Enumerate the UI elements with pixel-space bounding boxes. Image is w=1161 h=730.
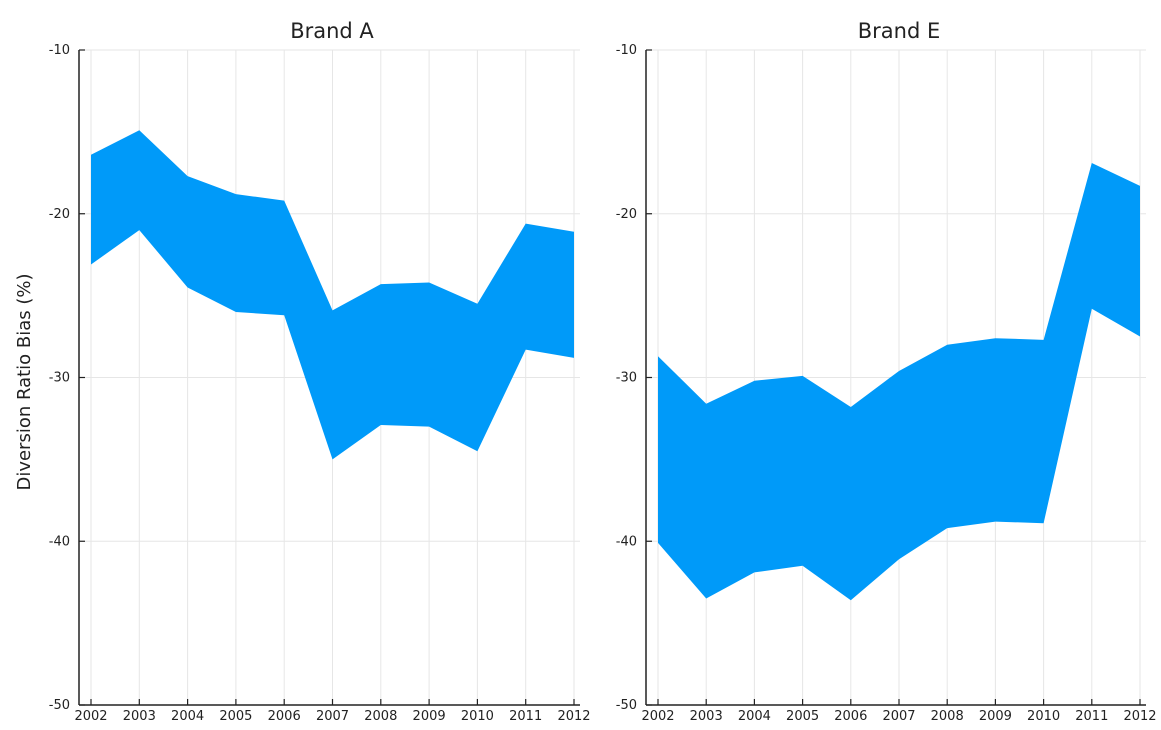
x-tick-label: 2004 xyxy=(738,709,771,724)
y-tick-label: -50 xyxy=(616,698,637,713)
x-tick-label: 2009 xyxy=(979,709,1012,724)
y-axis-title: Diversion Ratio Bias (%) xyxy=(14,273,35,490)
x-tick-label: 2006 xyxy=(268,709,301,724)
x-tick-label: 2011 xyxy=(509,709,542,724)
y-tick-label: -20 xyxy=(49,207,70,222)
y-tick-label: -10 xyxy=(616,43,637,58)
x-tick-label: 2007 xyxy=(316,709,349,724)
series-band xyxy=(91,130,574,460)
y-tick-label: -30 xyxy=(616,371,637,386)
x-tick-label: 2007 xyxy=(882,709,915,724)
x-tick-label: 2002 xyxy=(74,709,107,724)
x-tick-label: 2003 xyxy=(690,709,723,724)
y-tick-label: -40 xyxy=(616,534,637,549)
x-tick-label: 2012 xyxy=(557,709,590,724)
y-tick-label: -10 xyxy=(49,43,70,58)
series-band xyxy=(658,162,1140,601)
x-tick-label: 2006 xyxy=(834,709,867,724)
chart-panel-1: -50 -40 -30 -20 -10 2002 2003 2004 2005 2006 2007 2… xyxy=(616,19,1157,724)
y-tick-label: -40 xyxy=(49,534,70,549)
y-tick-label: -20 xyxy=(616,207,637,222)
panel-title: Brand E xyxy=(858,19,941,43)
x-tick-label: 2008 xyxy=(364,709,397,724)
x-tick-label: 2009 xyxy=(413,709,446,724)
x-tick-label: 2005 xyxy=(786,709,819,724)
panel-title: Brand A xyxy=(290,19,374,43)
x-tick-label: 2012 xyxy=(1123,709,1156,724)
y-tick-label: -30 xyxy=(49,371,70,386)
x-tick-label: 2010 xyxy=(461,709,494,724)
x-tick-label: 2003 xyxy=(123,709,156,724)
y-tick-label: -50 xyxy=(49,698,70,713)
chart-panel-0: -50 -40 -30 -20 -10 2002 2003 2004 2005 2006 2007 2… xyxy=(49,19,591,724)
x-tick-label: 2008 xyxy=(931,709,964,724)
x-tick-label: 2002 xyxy=(641,709,674,724)
x-tick-label: 2011 xyxy=(1075,709,1108,724)
x-tick-label: 2004 xyxy=(171,709,204,724)
x-tick-label: 2010 xyxy=(1027,709,1060,724)
x-tick-label: 2005 xyxy=(219,709,252,724)
